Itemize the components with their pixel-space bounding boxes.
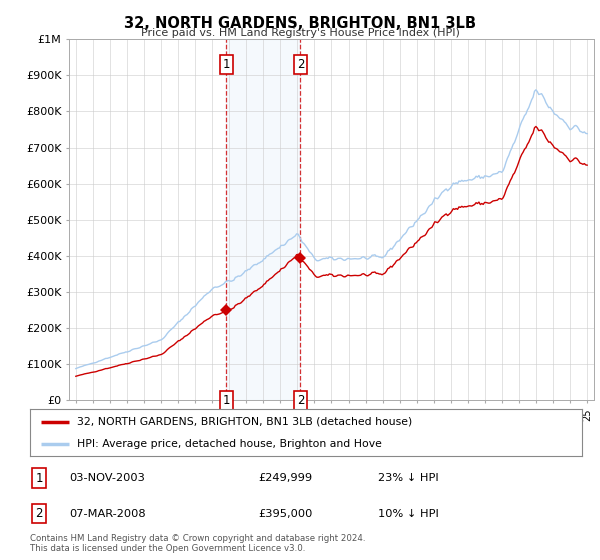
Text: 32, NORTH GARDENS, BRIGHTON, BN1 3LB (detached house): 32, NORTH GARDENS, BRIGHTON, BN1 3LB (de… [77, 417, 412, 427]
Text: Contains HM Land Registry data © Crown copyright and database right 2024.
This d: Contains HM Land Registry data © Crown c… [30, 534, 365, 553]
Text: 1: 1 [223, 394, 230, 407]
Text: 1: 1 [35, 472, 43, 485]
Text: 03-NOV-2003: 03-NOV-2003 [69, 473, 145, 483]
Text: 23% ↓ HPI: 23% ↓ HPI [378, 473, 439, 483]
Text: 2: 2 [35, 507, 43, 520]
Text: £395,000: £395,000 [258, 508, 313, 519]
Bar [226, 39, 301, 400]
Text: 1: 1 [223, 58, 230, 71]
Text: 2: 2 [297, 58, 304, 71]
Text: 07-MAR-2008: 07-MAR-2008 [69, 508, 146, 519]
Text: HPI: Average price, detached house, Brighton and Hove: HPI: Average price, detached house, Brig… [77, 438, 382, 449]
Text: 2: 2 [297, 394, 304, 407]
Text: £249,999: £249,999 [258, 473, 312, 483]
Text: 32, NORTH GARDENS, BRIGHTON, BN1 3LB: 32, NORTH GARDENS, BRIGHTON, BN1 3LB [124, 16, 476, 31]
Text: Price paid vs. HM Land Registry's House Price Index (HPI): Price paid vs. HM Land Registry's House … [140, 28, 460, 38]
Text: 10% ↓ HPI: 10% ↓ HPI [378, 508, 439, 519]
